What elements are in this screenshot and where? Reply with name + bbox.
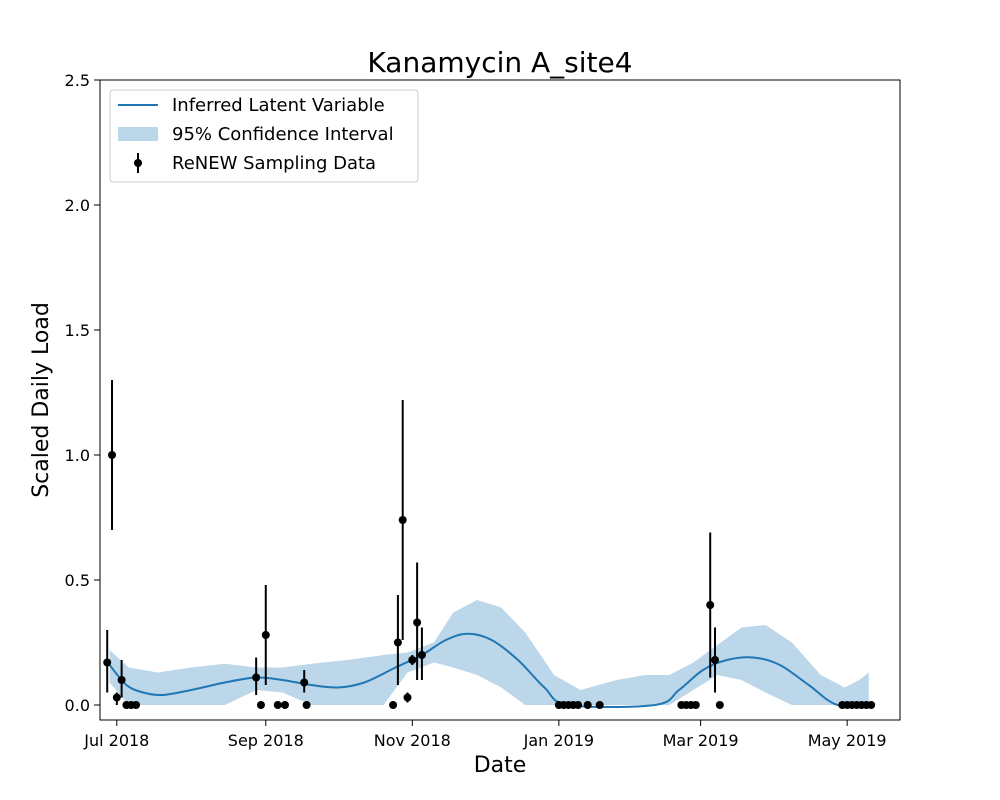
x-axis-label: Date — [474, 753, 527, 778]
sample-point — [867, 701, 876, 709]
y-tick-label: 2.0 — [65, 196, 90, 215]
y-tick-label: 2.5 — [65, 71, 90, 90]
plot-area — [103, 380, 876, 709]
x-tick-label: May 2019 — [808, 731, 887, 750]
sample-point — [408, 656, 417, 664]
legend-ci-label: 95% Confidence Interval — [172, 124, 394, 145]
sample-point — [413, 618, 422, 627]
x-tick-label: Sep 2018 — [228, 731, 304, 750]
sample-point — [112, 693, 121, 702]
sample-point — [595, 701, 604, 709]
sample-point — [574, 701, 583, 709]
y-tick-label: 1.5 — [65, 321, 90, 340]
confidence-interval-band — [109, 600, 869, 705]
sample-point — [398, 516, 407, 524]
sample-point — [108, 451, 117, 459]
sample-point — [256, 701, 265, 709]
legend-ci-swatch — [118, 127, 158, 141]
sampling-data-points — [103, 380, 876, 709]
sample-point — [711, 656, 720, 664]
sample-point — [300, 678, 309, 687]
x-tick-label: Nov 2018 — [374, 731, 451, 750]
x-tick-label: Jan 2019 — [523, 731, 594, 750]
legend-sampling-label: ReNEW Sampling Data — [172, 153, 376, 174]
sample-point — [302, 701, 311, 709]
sample-point — [715, 701, 724, 709]
latent-variable-line — [108, 632, 874, 709]
chart-title: Kanamycin A_site4 — [367, 46, 632, 79]
sample-point — [417, 651, 426, 659]
x-axis-ticks: Jul 2018 Sep 2018 Nov 2018 Jan 2019 Mar 2019… — [83, 720, 887, 750]
sample-point — [103, 658, 112, 667]
sample-point — [393, 638, 402, 647]
sample-point — [273, 701, 282, 709]
y-tick-label: 1.0 — [65, 446, 90, 465]
sample-point — [252, 673, 261, 682]
sample-point — [117, 676, 126, 684]
y-tick-label: 0.5 — [65, 571, 90, 590]
sample-point — [261, 631, 270, 639]
legend-frame — [109, 89, 419, 183]
sample-point — [389, 701, 398, 709]
sample-point — [706, 601, 715, 609]
legend: Inferred Latent Variable 95% Confidence … — [109, 89, 419, 183]
legend-latent-label: Inferred Latent Variable — [172, 95, 385, 116]
sample-point — [583, 701, 592, 709]
y-axis-ticks: 0.0 0.5 1.0 1.5 2.0 2.5 — [65, 71, 100, 715]
sample-point — [403, 693, 412, 702]
sample-point — [280, 701, 289, 709]
y-axis-label: Scaled Daily Load — [29, 302, 54, 498]
x-tick-label: Mar 2019 — [663, 731, 739, 750]
axes-frame — [99, 79, 901, 721]
legend-sampling-marker — [134, 159, 142, 167]
y-tick-label: 0.0 — [65, 696, 90, 715]
x-tick-label: Jul 2018 — [83, 731, 149, 750]
sample-point — [691, 701, 700, 709]
sample-point — [132, 701, 141, 709]
